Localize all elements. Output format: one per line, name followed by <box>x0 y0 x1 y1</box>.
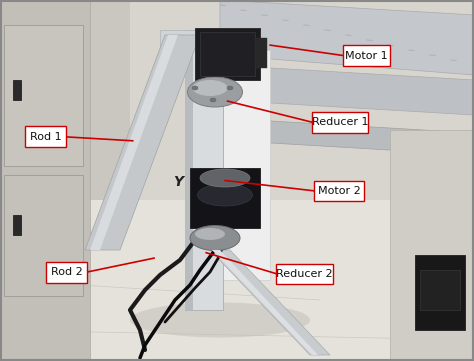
FancyBboxPatch shape <box>13 80 21 100</box>
Ellipse shape <box>190 226 240 251</box>
Polygon shape <box>220 0 474 75</box>
FancyBboxPatch shape <box>4 25 83 165</box>
Text: Motor 2: Motor 2 <box>318 186 360 196</box>
Text: Reducer 1: Reducer 1 <box>312 117 368 127</box>
FancyBboxPatch shape <box>312 112 368 133</box>
Ellipse shape <box>188 77 243 107</box>
FancyBboxPatch shape <box>200 32 255 76</box>
Polygon shape <box>220 118 474 155</box>
FancyBboxPatch shape <box>0 0 90 361</box>
Ellipse shape <box>192 80 228 96</box>
Ellipse shape <box>198 184 253 206</box>
Text: Rod 2: Rod 2 <box>51 267 82 277</box>
FancyBboxPatch shape <box>390 130 474 361</box>
FancyBboxPatch shape <box>13 215 21 235</box>
FancyBboxPatch shape <box>195 28 260 80</box>
FancyBboxPatch shape <box>255 38 267 68</box>
Polygon shape <box>210 250 330 355</box>
Text: Y: Y <box>173 175 183 189</box>
Ellipse shape <box>195 228 225 240</box>
FancyBboxPatch shape <box>343 45 390 66</box>
FancyBboxPatch shape <box>46 262 87 283</box>
Ellipse shape <box>200 169 250 187</box>
FancyBboxPatch shape <box>0 200 474 361</box>
FancyBboxPatch shape <box>190 168 260 228</box>
FancyBboxPatch shape <box>25 126 66 147</box>
FancyBboxPatch shape <box>314 180 364 201</box>
Ellipse shape <box>227 86 233 90</box>
Polygon shape <box>212 250 318 355</box>
FancyBboxPatch shape <box>4 174 83 296</box>
FancyBboxPatch shape <box>185 30 193 310</box>
Text: Reducer 2: Reducer 2 <box>276 269 333 279</box>
Ellipse shape <box>192 86 198 90</box>
Text: Rod 1: Rod 1 <box>30 132 61 142</box>
FancyBboxPatch shape <box>215 50 270 280</box>
FancyBboxPatch shape <box>276 264 333 284</box>
FancyBboxPatch shape <box>0 0 150 230</box>
FancyBboxPatch shape <box>415 255 465 330</box>
FancyBboxPatch shape <box>185 30 223 310</box>
Ellipse shape <box>130 303 310 338</box>
Polygon shape <box>85 35 200 250</box>
FancyBboxPatch shape <box>420 270 460 310</box>
Polygon shape <box>90 35 178 250</box>
FancyBboxPatch shape <box>160 30 230 48</box>
Text: Motor 1: Motor 1 <box>345 51 387 61</box>
Ellipse shape <box>210 98 216 102</box>
Polygon shape <box>220 65 474 115</box>
FancyBboxPatch shape <box>130 0 474 200</box>
